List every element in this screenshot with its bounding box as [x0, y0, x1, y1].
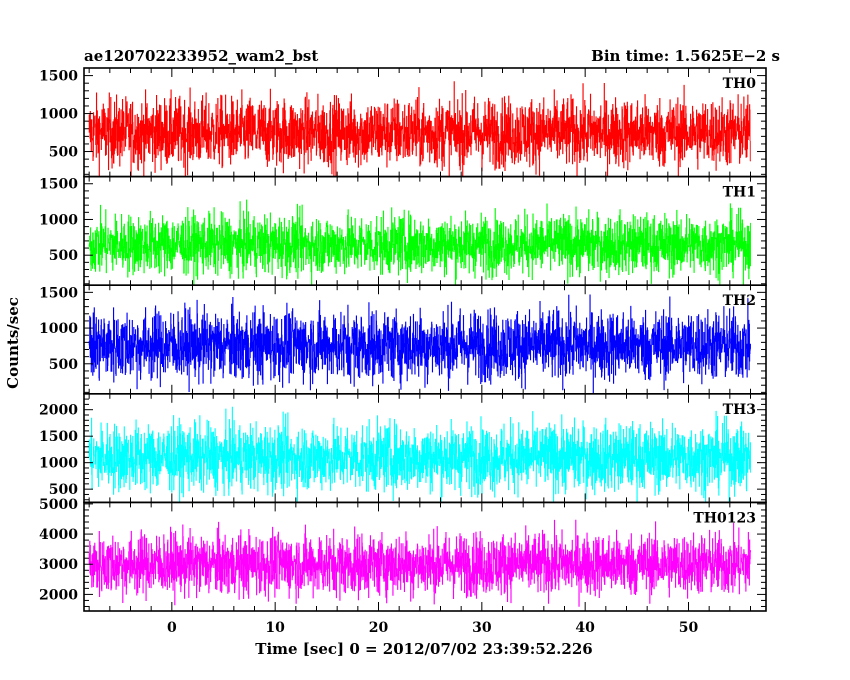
- panel-th1: 500 1000 1500 TH1: [39, 175, 767, 287]
- x-tick-label: 30: [472, 620, 492, 636]
- x-axis-title: Time [sec] 0 = 2012/07/02 23:39:52.226: [255, 640, 592, 658]
- x-tick-label: 40: [575, 620, 595, 636]
- y-tick-label: 2000: [39, 403, 78, 419]
- panel-frame: [83, 501, 767, 612]
- x-tick-label: 10: [265, 620, 285, 636]
- y-axis-title: Counts/sec: [4, 297, 22, 389]
- y-tick-label: 1000: [39, 321, 78, 337]
- panel-label: TH3: [723, 402, 756, 418]
- y-tick-label: 5000: [39, 497, 78, 513]
- x-tick-label: 0: [167, 620, 177, 636]
- y-tick-label: 500: [49, 357, 78, 373]
- series-th0: [88, 81, 751, 177]
- y-tick-label: 1000: [39, 456, 78, 472]
- y-tick-label: 1500: [39, 429, 78, 445]
- y-tick-label: 1000: [39, 212, 78, 228]
- y-tick-label: 1500: [39, 177, 78, 193]
- x-axis: 0 10 20 30 40 50: [167, 620, 699, 636]
- y-tick-label: 3000: [39, 557, 78, 573]
- y-tick-label: 1500: [39, 285, 78, 301]
- series-th2: [88, 294, 751, 394]
- x-tick-label: 50: [679, 620, 699, 636]
- y-tick-label: 1000: [39, 107, 78, 123]
- chart-title-left: ae120702233952_wam2_bst: [84, 47, 318, 65]
- panel-label: TH0: [723, 76, 757, 92]
- x-tick-label: 20: [369, 620, 389, 636]
- panels-group: 500 1000 1500 TH0 500 1000 1500 TH1 500 1000 1500 T…: [39, 67, 767, 612]
- series-th0123: [88, 519, 751, 607]
- y-tick-label: 2000: [39, 587, 78, 603]
- series-th1: [88, 199, 751, 286]
- y-tick-label: 500: [49, 248, 78, 264]
- panel-th0123: 2000 3000 4000 5000 TH0123: [39, 497, 767, 612]
- y-tick-label: 4000: [39, 527, 78, 543]
- y-tick-label: 1500: [39, 69, 78, 85]
- chart-title-right: Bin time: 1.5625E−2 s: [591, 47, 780, 65]
- panel-label: TH0123: [693, 510, 756, 526]
- y-tick-label: 500: [49, 145, 78, 161]
- panel-label: TH1: [723, 185, 756, 201]
- y-tick-label: 500: [49, 482, 78, 498]
- panel-th3: 500 1000 1500 2000 TH3: [39, 392, 767, 504]
- series-th3: [88, 406, 751, 503]
- panel-label: TH2: [723, 293, 756, 309]
- panel-th0: 500 1000 1500 TH0: [39, 67, 767, 178]
- panel-th2: 500 1000 1500 TH2: [39, 284, 767, 395]
